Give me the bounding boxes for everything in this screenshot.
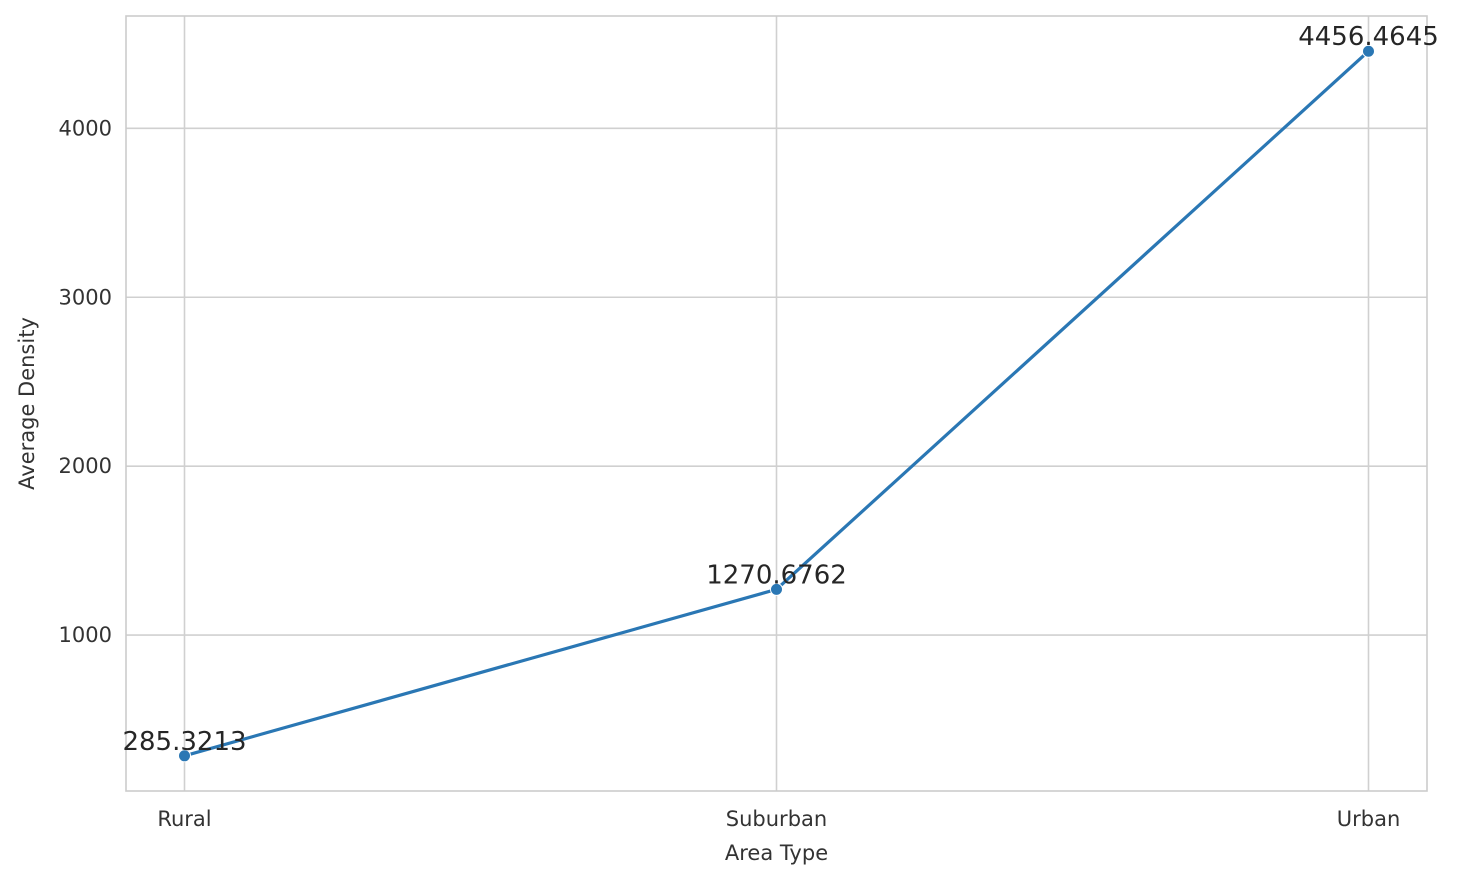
- grid: [126, 16, 1427, 791]
- data-label: 1270.6762: [706, 560, 847, 590]
- y-tick-label: 2000: [59, 454, 112, 478]
- data-point: [770, 582, 783, 596]
- data-point: [1362, 44, 1375, 58]
- x-tick-label: Suburban: [726, 807, 827, 831]
- data-point: [178, 749, 191, 763]
- plot-frame: [125, 15, 1428, 792]
- series-layer: 285.3213 1270.6762 4456.4645: [122, 22, 1439, 763]
- y-tick-label: 1000: [59, 623, 112, 647]
- y-tick-label: 4000: [59, 116, 112, 140]
- x-tick-label: Urban: [1337, 807, 1401, 831]
- x-axis-label: Area Type: [725, 841, 828, 865]
- y-tick-labels: 1000 2000 3000 4000: [59, 116, 112, 647]
- y-axis-label: Average Density: [15, 317, 39, 490]
- data-label: 285.3213: [122, 727, 246, 757]
- y-tick-label: 3000: [59, 285, 112, 309]
- x-tick-label: Rural: [157, 807, 211, 831]
- x-tick-labels: Rural Suburban Urban: [157, 807, 1400, 831]
- data-label: 4456.4645: [1298, 22, 1439, 52]
